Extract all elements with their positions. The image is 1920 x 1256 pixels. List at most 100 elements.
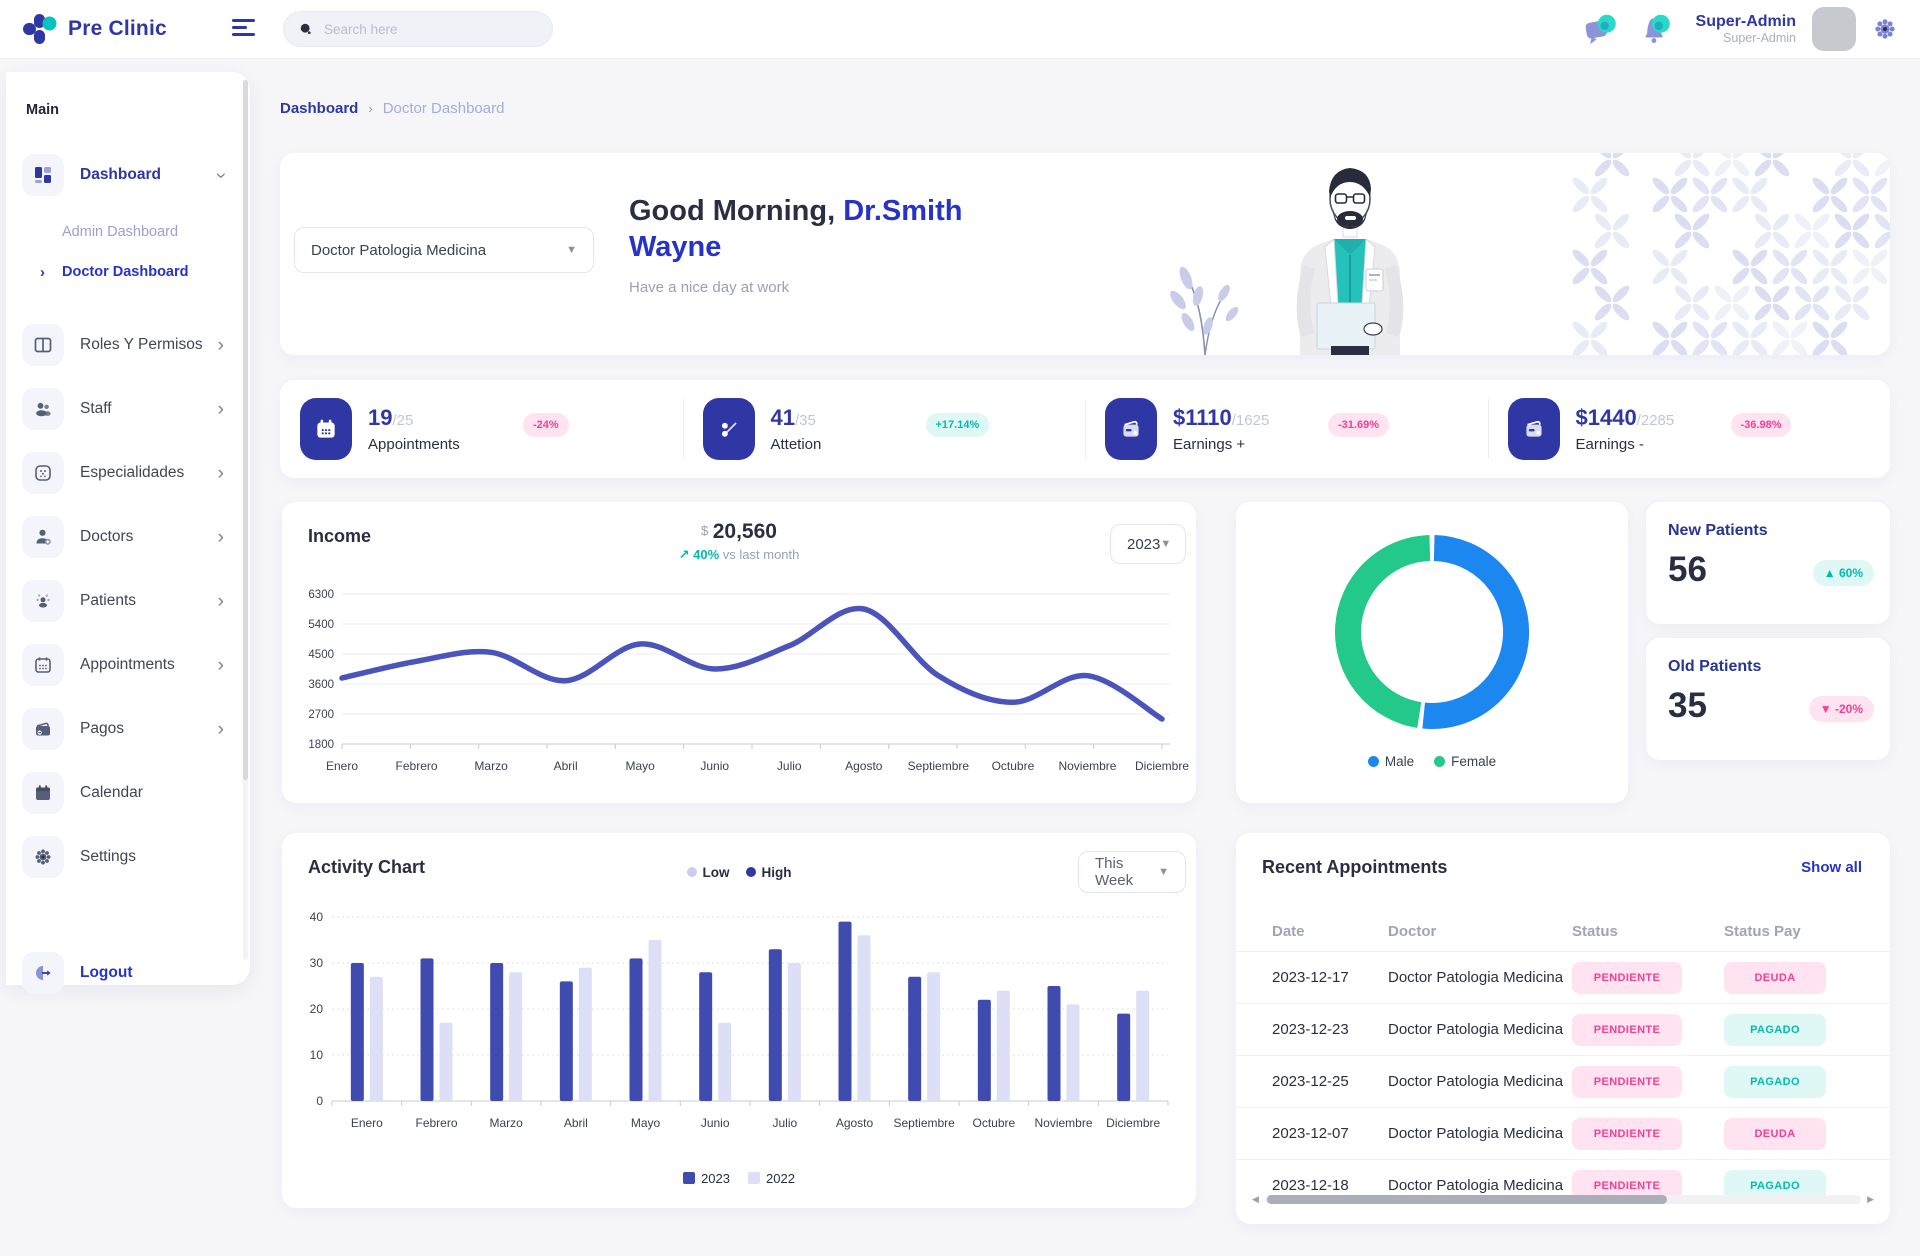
cell-status-pay: PAGADO <box>1724 1065 1884 1098</box>
activity-low-high-legend: Low High <box>282 865 1196 880</box>
income-year-select[interactable]: 2023 ▼ <box>1110 524 1186 564</box>
greeting-doctor-name: Dr.Smith Wayne <box>629 195 963 264</box>
status-badge: PENDIENTE <box>1572 1013 1682 1046</box>
messages-button[interactable] <box>1582 10 1620 48</box>
notifications-button[interactable] <box>1636 10 1674 48</box>
sidebar-item-roles-y-permisos[interactable]: Roles Y Permisos › <box>22 323 240 367</box>
calendar-dots-icon <box>22 644 64 686</box>
show-all-link[interactable]: Show all <box>1801 859 1862 876</box>
legend-item-2022: 2022 <box>748 1171 795 1186</box>
sidebar-item-label: Patients <box>80 592 137 609</box>
chevron-right-icon: › <box>217 718 224 740</box>
chevron-down-icon: ▼ <box>566 244 577 256</box>
user-name: Super-Admin <box>1695 12 1796 30</box>
chat-icon <box>1585 14 1616 45</box>
table-horizontal-scrollbar[interactable]: ◀ ▶ <box>1252 1193 1874 1205</box>
brand-logo: Pre Clinic <box>22 11 167 47</box>
theme-settings-button[interactable] <box>1872 16 1898 42</box>
activity-range-select[interactable]: This Week ▼ <box>1078 851 1186 893</box>
income-trend-pct: 40% <box>693 547 720 562</box>
sidebar-item-logout[interactable]: Logout <box>22 951 240 995</box>
table-header-row: Date Doctor Status Status Pay <box>1236 911 1890 951</box>
sidebar-item-especialidades[interactable]: Especialidades › <box>22 451 240 495</box>
new-patients-title: New Patients <box>1668 522 1768 539</box>
user-menu[interactable]: Super-Admin Super-Admin <box>1696 13 1796 46</box>
svg-text:Junio: Junio <box>700 759 729 773</box>
sidebar-item-doctor-dashboard[interactable]: › Doctor Dashboard <box>6 257 240 287</box>
sidebar-item-doctors[interactable]: Doctors › <box>22 515 240 559</box>
sidebar-item-label: Calendar <box>80 784 143 801</box>
stat-value: 41/35 <box>770 405 816 430</box>
stat-label: Attetion <box>770 436 822 453</box>
sidebar-item-staff[interactable]: Staff › <box>22 387 240 431</box>
wallet-icon <box>1507 398 1560 460</box>
chevron-right-icon: › <box>210 171 232 179</box>
svg-text:Mayo: Mayo <box>631 1116 661 1130</box>
top-right-cluster: Super-Admin Super-Admin <box>1582 0 1898 58</box>
sidebar-subitem-label: Doctor Dashboard <box>62 264 189 280</box>
svg-text:Agosto: Agosto <box>845 759 883 773</box>
svg-text:Marzo: Marzo <box>474 759 508 773</box>
gender-donut-card: Male Female <box>1236 502 1628 803</box>
avatar[interactable] <box>1812 7 1856 51</box>
svg-text:40: 40 <box>310 910 324 924</box>
stat-value: $1440/2285 <box>1575 405 1675 430</box>
income-card: Income $ 20,560 ↗ 40% vs last month 2023… <box>282 502 1196 803</box>
sidebar-item-admin-dashboard[interactable]: ›Admin Dashboard <box>6 217 240 247</box>
cell-doctor: Doctor Patologia Medicina <box>1388 1125 1564 1142</box>
sidebar-toggle-button[interactable] <box>232 19 256 39</box>
sidebar-item-appointments[interactable]: Appointments › <box>22 643 240 687</box>
sidebar-item-label: Appointments <box>80 656 175 673</box>
svg-text:Noviembre: Noviembre <box>1058 759 1116 773</box>
calendar-icon <box>22 772 64 814</box>
breadcrumb-dashboard-link[interactable]: Dashboard <box>280 100 359 117</box>
stat-total: /1625 <box>1231 412 1270 429</box>
stat-label: Earnings - <box>1575 436 1644 453</box>
old-patients-badge: ▼ -20% <box>1808 696 1874 722</box>
svg-text:Octubre: Octubre <box>992 759 1035 773</box>
sidebar-item-patients[interactable]: Patients › <box>22 579 240 623</box>
greeting-heading: Good Morning, Dr.Smith Wayne <box>629 195 963 264</box>
legend-label: 2023 <box>701 1171 730 1186</box>
scrollbar-thumb[interactable] <box>1266 1194 1667 1204</box>
search-input[interactable] <box>322 20 538 38</box>
svg-text:Febrero: Febrero <box>396 759 438 773</box>
cell-status: PENDIENTE <box>1572 1013 1724 1046</box>
cell-doctor: Doctor Patologia Medicina <box>1388 1073 1564 1090</box>
column-header-date: Date <box>1272 922 1305 940</box>
income-title: Income <box>308 526 372 546</box>
activity-chart-card: Activity Chart Low High This Week ▼ 0 10 20… <box>282 833 1196 1208</box>
income-line-chart: 6300 5400 4500 3600 2700 1800 Enero Febrero Marz… <box>308 589 1189 773</box>
sidebar-item-calendar[interactable]: Calendar <box>22 771 240 815</box>
sidebar-scrollbar[interactable] <box>243 80 248 960</box>
sidebar-item-pagos[interactable]: Pagos › <box>22 707 240 751</box>
svg-text:30: 30 <box>310 956 324 970</box>
chevron-right-icon: › <box>217 654 224 676</box>
cell-date: 2023-12-23 <box>1272 1021 1349 1038</box>
legend-item-male: Male <box>1367 754 1414 769</box>
scroll-left-icon[interactable]: ◀ <box>1252 1193 1259 1204</box>
column-header-status: Status <box>1572 922 1618 940</box>
breadcrumb-current: Doctor Dashboard <box>382 100 505 117</box>
old-patients-card: Old Patients 35 ▼ -20% <box>1646 638 1890 760</box>
svg-text:Marzo: Marzo <box>489 1116 523 1130</box>
doctor-select[interactable]: Doctor Patologia Medicina ▼ <box>294 227 594 273</box>
sidebar-item-settings[interactable]: Settings <box>22 835 240 879</box>
status-pay-badge: DEUDA <box>1724 961 1826 994</box>
people-icon <box>22 388 64 430</box>
table-row: 2023-12-07 Doctor Patologia Medicina PENDI… <box>1236 1107 1890 1159</box>
brand-name: Pre Clinic <box>68 17 167 40</box>
cell-date: 2023-12-07 <box>1272 1125 1349 1142</box>
scroll-right-icon[interactable]: ▶ <box>1867 1193 1874 1204</box>
donut-legend: Male Female <box>1236 754 1628 769</box>
new-patients-badge: ▲ 60% <box>1812 560 1874 586</box>
calendar-icon <box>300 398 352 460</box>
svg-text:5400: 5400 <box>308 619 334 631</box>
stat-total: /25 <box>392 412 414 429</box>
svg-text:Febrero: Febrero <box>415 1116 457 1130</box>
column-header-status-pay: Status Pay <box>1724 922 1801 940</box>
sidebar-section-label: Main <box>26 102 60 118</box>
sidebar-item-dashboard[interactable]: Dashboard › <box>22 153 240 197</box>
cell-date: 2023-12-17 <box>1272 969 1349 986</box>
svg-text:Diciembre: Diciembre <box>1135 759 1189 773</box>
